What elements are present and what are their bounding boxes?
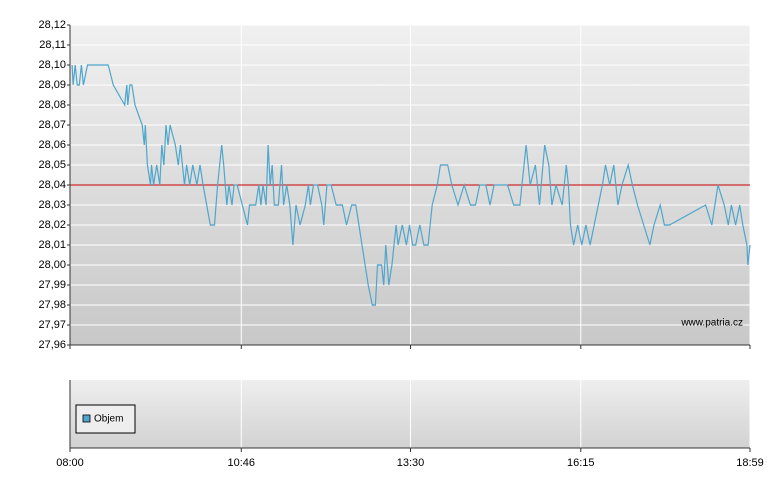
legend-swatch [82,414,91,423]
y-tick-label: 28,11 [39,39,66,51]
y-tick-label: 27,98 [38,299,66,311]
y-tick-label: 28,06 [38,139,66,151]
y-tick-label: 28,03 [38,199,66,211]
y-tick-label: 27,99 [38,279,66,291]
y-tick-label: 28,08 [38,99,66,111]
x-tick-label: 18:59 [736,457,764,469]
volume-area [70,380,750,448]
y-tick-label: 28,09 [38,79,66,91]
y-tick-label: 28,07 [38,119,66,131]
y-tick-label: 28,00 [38,259,66,271]
x-tick-label: 13:30 [397,457,425,469]
x-tick-label: 08:00 [56,457,84,469]
y-tick-label: 27,97 [38,319,66,331]
y-tick-label: 28,02 [38,219,66,231]
y-tick-label: 28,12 [38,19,66,31]
y-tick-label: 28,04 [38,179,66,191]
x-tick-label: 10:46 [228,457,256,469]
y-tick-label: 27,96 [38,339,66,351]
price-line [71,64,751,306]
x-tick-label: 16:15 [567,457,595,469]
legend-label: Objem [94,414,123,425]
y-tick-label: 28,10 [38,59,66,71]
watermark: www.patria.cz [680,318,743,329]
y-tick-label: 28,01 [38,239,66,251]
y-tick-label: 28,05 [38,159,66,171]
